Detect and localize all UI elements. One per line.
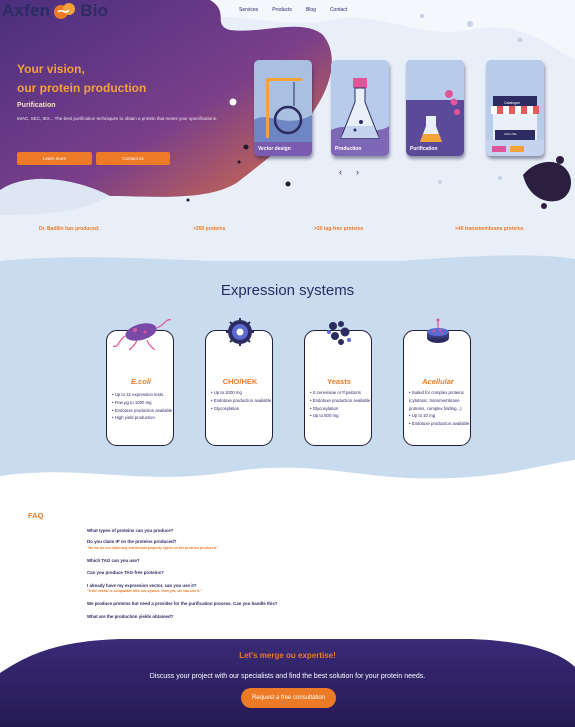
learn-more-button[interactable]: Learn more	[17, 152, 92, 165]
feature-item: Endotoxe production available	[310, 397, 372, 405]
cta-text: Discuss your project with our specialist…	[149, 673, 426, 680]
system-card-cho-hek: CHO/HEK Up to 1000 mg Endotoxe productio…	[205, 318, 273, 446]
nav-services[interactable]: Services	[239, 7, 259, 13]
carousel-controls: ‹ ›	[339, 167, 359, 177]
card-catalogue[interactable]: Catalogue Axfen Bio	[486, 60, 544, 156]
stats-section: Dr. Badillo has produced: >350 proteins …	[0, 215, 575, 261]
feature-item: Suited for complex proteins (cytotoxic, …	[409, 389, 471, 412]
system-features-cho-hek: Up to 1000 mg Endotoxe production availa…	[211, 389, 273, 412]
carousel-prev-icon[interactable]: ‹	[339, 167, 342, 177]
feature-item: Up to 10 mg	[409, 412, 471, 420]
system-name-ecoli: E.coli	[130, 377, 151, 386]
section-wave-top	[0, 255, 575, 273]
card-purification[interactable]: Purification	[406, 60, 464, 156]
hero-section: Axfen Bio Services Products Blog Contact…	[0, 0, 575, 215]
feature-item: Endotoxe production available	[112, 407, 174, 415]
feature-item: Glycosylation	[211, 405, 273, 413]
catalogue-sign-text: Catalogue	[504, 101, 520, 105]
footer-background	[0, 633, 575, 727]
card-label-vector-design: Vector design	[258, 146, 291, 152]
stat-tag-free: >30 tag-free proteins	[314, 226, 364, 232]
system-card-yeasts: Yeasts S.cerevisiae or P.pastoris Endoto…	[304, 321, 372, 446]
hero-description: IMAC, SEC, IEX... The best purification …	[17, 116, 218, 121]
faq-question[interactable]: What are the production yields obtained?	[87, 614, 174, 619]
expression-systems-section: Expression systems E.coli Up to 32 expre…	[0, 255, 575, 501]
request-consultation-button[interactable]: Request a free consultation	[241, 688, 336, 708]
feature-item: Glycosylation	[310, 405, 372, 413]
feature-item: Endotoxe production available	[409, 420, 471, 428]
nav-blog[interactable]: Blog	[305, 7, 316, 13]
main-nav: Services Products Blog Contact	[239, 7, 347, 13]
cell-icon	[226, 318, 254, 346]
faq-question[interactable]: Can you produce TAG-free proteins?	[87, 570, 164, 575]
system-name-yeasts: Yeasts	[327, 377, 351, 386]
logo-icon	[54, 3, 76, 19]
production-illustration	[331, 60, 389, 156]
card-label-production: Production	[335, 146, 362, 152]
hero-title-line2: our protein production	[17, 81, 147, 95]
feature-item: Up to 1000 mg	[211, 389, 273, 397]
purification-illustration	[406, 60, 464, 156]
stat-transmembrane: >40 transmembrane proteins	[455, 226, 524, 232]
faq-question[interactable]: I already have my expression vector, can…	[87, 583, 197, 588]
vector-design-illustration	[254, 60, 312, 156]
feature-item: Up to 32 expression tests	[112, 391, 174, 399]
yeast-icon	[327, 321, 351, 345]
system-name-cho-hek: CHO/HEK	[222, 377, 258, 386]
feature-item: Endotoxe production available	[211, 397, 273, 405]
hero-background	[0, 0, 575, 215]
faq-question[interactable]: Do you claim IP on the proteins produced…	[87, 539, 177, 544]
brand-name-right: Bio	[80, 1, 109, 20]
cta-title: Let's merge ou expertise!	[239, 651, 336, 660]
faq-question[interactable]: Which TAG can you use?	[87, 558, 140, 563]
petri-dish-icon	[427, 318, 449, 343]
stat-proteins: >350 proteins	[193, 226, 226, 232]
system-features-acellular: Suited for complex proteins (cytotoxic, …	[409, 389, 471, 428]
contact-us-button[interactable]: Contact us	[96, 152, 170, 165]
system-features-yeasts: S.cerevisiae or P.pastoris Endotoxe prod…	[310, 389, 372, 420]
hero-title-line1: Your vision,	[17, 62, 85, 76]
hero-subtitle: Purification	[17, 102, 56, 109]
brand-name-left: Axfen	[2, 1, 51, 20]
faq-question[interactable]: We produce proteins but need a provider …	[87, 601, 278, 606]
card-label-purification: Purification	[410, 146, 438, 152]
catalogue-brand-text: Axfen Bio	[504, 132, 517, 136]
nav-contact[interactable]: Contact	[329, 7, 348, 13]
cta-footer: Let's merge ou expertise! Discuss your p…	[0, 633, 575, 727]
feature-item: Few µg to 1000 mg	[112, 399, 174, 407]
card-vector-design[interactable]: Vector design	[254, 60, 312, 156]
nav-products[interactable]: Products	[272, 7, 292, 13]
carousel-next-icon[interactable]: ›	[356, 167, 359, 177]
section-wave-bottom	[0, 460, 575, 501]
expression-systems-title: Expression systems	[220, 282, 355, 299]
card-production[interactable]: Production	[331, 60, 389, 156]
system-features-ecoli: Up to 32 expression tests Few µg to 1000…	[112, 391, 174, 422]
faq-question[interactable]: What types of proteins can you produce?	[87, 528, 174, 533]
faq-answer: "No we do not claim any intellectual pro…	[87, 546, 219, 550]
brand-logo[interactable]: Axfen Bio	[2, 1, 108, 21]
feature-item: S.cerevisiae or P.pastoris	[310, 389, 372, 397]
bacteria-icon	[112, 319, 172, 350]
system-card-acellular: Acellular Suited for complex proteins (c…	[403, 318, 471, 446]
catalogue-shop-illustration	[486, 60, 544, 156]
system-card-ecoli: E.coli Up to 32 expression tests Few µg …	[106, 319, 174, 446]
faq-title: FAQ	[28, 511, 44, 520]
stat-intro: Dr. Badillo has produced:	[39, 226, 100, 232]
feature-item: High yield production	[112, 414, 174, 422]
faq-answer: "If the vector is compatible with our sy…	[87, 589, 202, 593]
system-name-acellular: Acellular	[422, 377, 454, 386]
faq-section: FAQ What types of proteins can you produ…	[0, 501, 575, 633]
feature-item: Up to 500 mg	[310, 412, 372, 420]
